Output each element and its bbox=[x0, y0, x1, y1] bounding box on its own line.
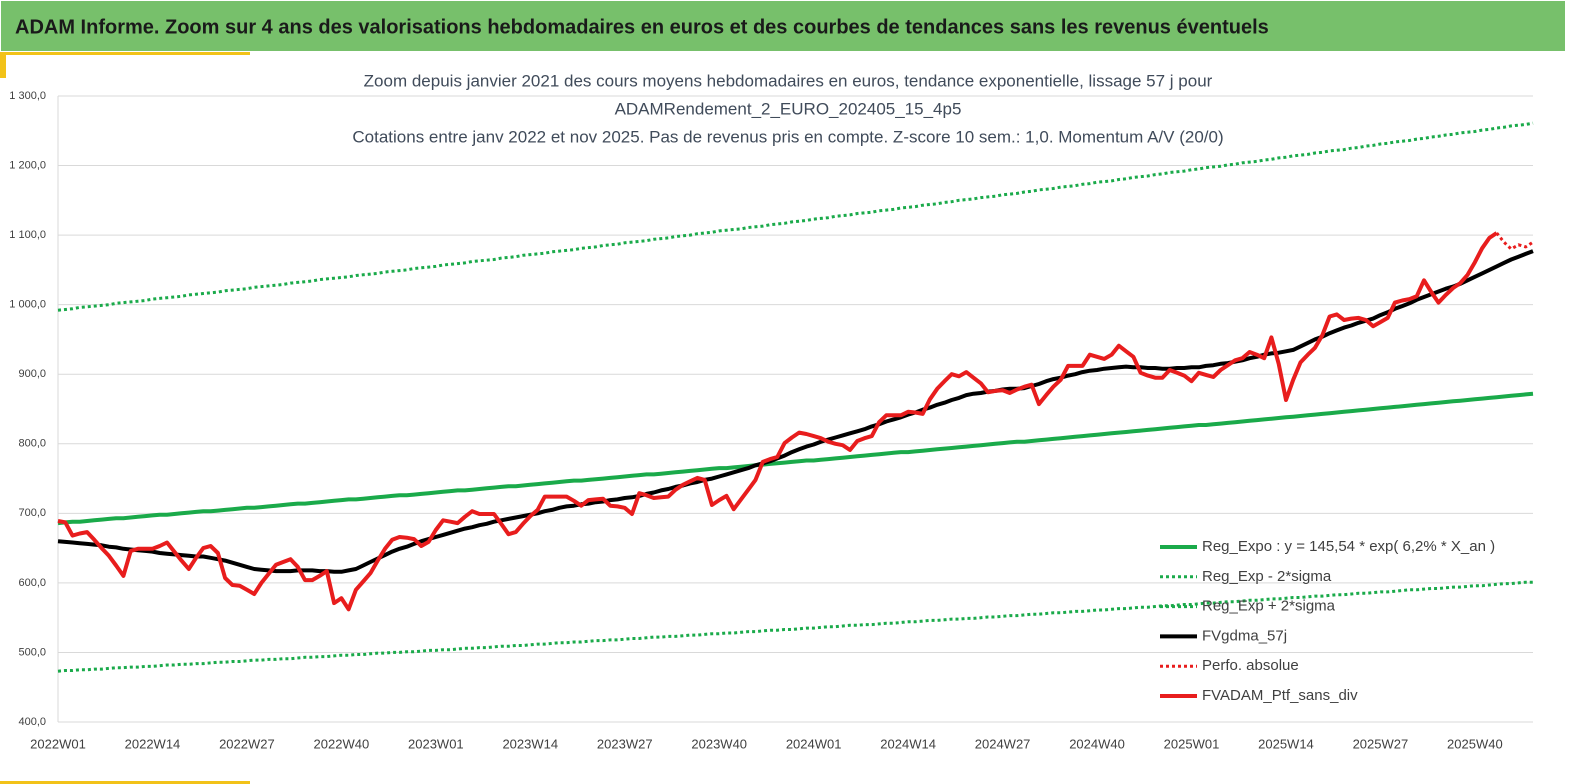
legend-label: Perfo. absolue bbox=[1202, 657, 1299, 674]
x-tick-label: 2023W27 bbox=[597, 736, 653, 751]
x-tick-label: 2025W14 bbox=[1258, 736, 1314, 751]
series-line bbox=[57, 121, 1534, 312]
accent bbox=[0, 52, 250, 55]
x-tick-label: 2024W27 bbox=[975, 736, 1031, 751]
y-tick-label: 500,0 bbox=[18, 646, 46, 658]
accent bbox=[0, 52, 6, 78]
series-line bbox=[57, 231, 1498, 612]
chart-title: Cotations entre janv 2022 et nov 2025. P… bbox=[352, 127, 1223, 146]
x-tick-label: 2023W40 bbox=[691, 736, 747, 751]
series-line bbox=[57, 391, 1534, 526]
x-tick-label: 2025W40 bbox=[1447, 736, 1503, 751]
y-tick-label: 700,0 bbox=[18, 507, 46, 519]
x-tick-label: 2024W14 bbox=[880, 736, 936, 751]
legend: Reg_Expo : y = 145,54 * exp( 6,2% * X_an… bbox=[1160, 538, 1495, 704]
y-tick-label: 600,0 bbox=[18, 577, 46, 589]
x-tick-label: 2025W27 bbox=[1353, 736, 1409, 751]
accent bbox=[0, 781, 250, 784]
y-tick-label: 800,0 bbox=[18, 438, 46, 450]
x-tick-label: 2024W40 bbox=[1069, 736, 1125, 751]
y-tick-label: 1 200,0 bbox=[9, 159, 46, 171]
legend-label: Reg_Exp + 2*sigma bbox=[1202, 598, 1336, 615]
series-line bbox=[57, 249, 1534, 574]
chart-title: ADAMRendement_2_EURO_202405_15_4p5 bbox=[615, 99, 962, 118]
chart-title: Zoom depuis janvier 2021 des cours moyen… bbox=[364, 71, 1213, 90]
x-tick-label: 2025W01 bbox=[1164, 736, 1220, 751]
y-tick-label: 1 100,0 bbox=[9, 229, 46, 241]
grid: 400,0 500,0 600,0 700,0 800,0 900,0 1 000,0 1 1… bbox=[9, 90, 1533, 751]
x-tick-label: 2023W01 bbox=[408, 736, 464, 751]
x-tick-label: 2024W01 bbox=[786, 736, 842, 751]
x-tick-label: 2022W40 bbox=[314, 736, 370, 751]
y-tick-label: 1 300,0 bbox=[9, 90, 46, 102]
y-tick-label: 400,0 bbox=[18, 716, 46, 728]
x-tick-label: 2022W27 bbox=[219, 736, 275, 751]
legend-label: Reg_Exp - 2*sigma bbox=[1202, 568, 1332, 585]
x-tick-label: 2023W14 bbox=[502, 736, 558, 751]
series-line bbox=[1495, 232, 1534, 251]
legend-label: Reg_Expo : y = 145,54 * exp( 6,2% * X_an… bbox=[1202, 538, 1495, 555]
x-tick-label: 2022W01 bbox=[30, 736, 86, 751]
legend-label: FVgdma_57j bbox=[1202, 627, 1287, 644]
legend-label: FVADAM_Ptf_sans_div bbox=[1202, 687, 1358, 704]
x-tick-label: 2022W14 bbox=[125, 736, 181, 751]
header-title: ADAM Informe. Zoom sur 4 ans des valoris… bbox=[15, 16, 1269, 38]
series-line bbox=[57, 580, 1533, 673]
y-tick-label: 1 000,0 bbox=[9, 299, 46, 311]
y-tick-label: 900,0 bbox=[18, 368, 46, 380]
header-band bbox=[0, 0, 1567, 53]
plot bbox=[57, 121, 1534, 673]
